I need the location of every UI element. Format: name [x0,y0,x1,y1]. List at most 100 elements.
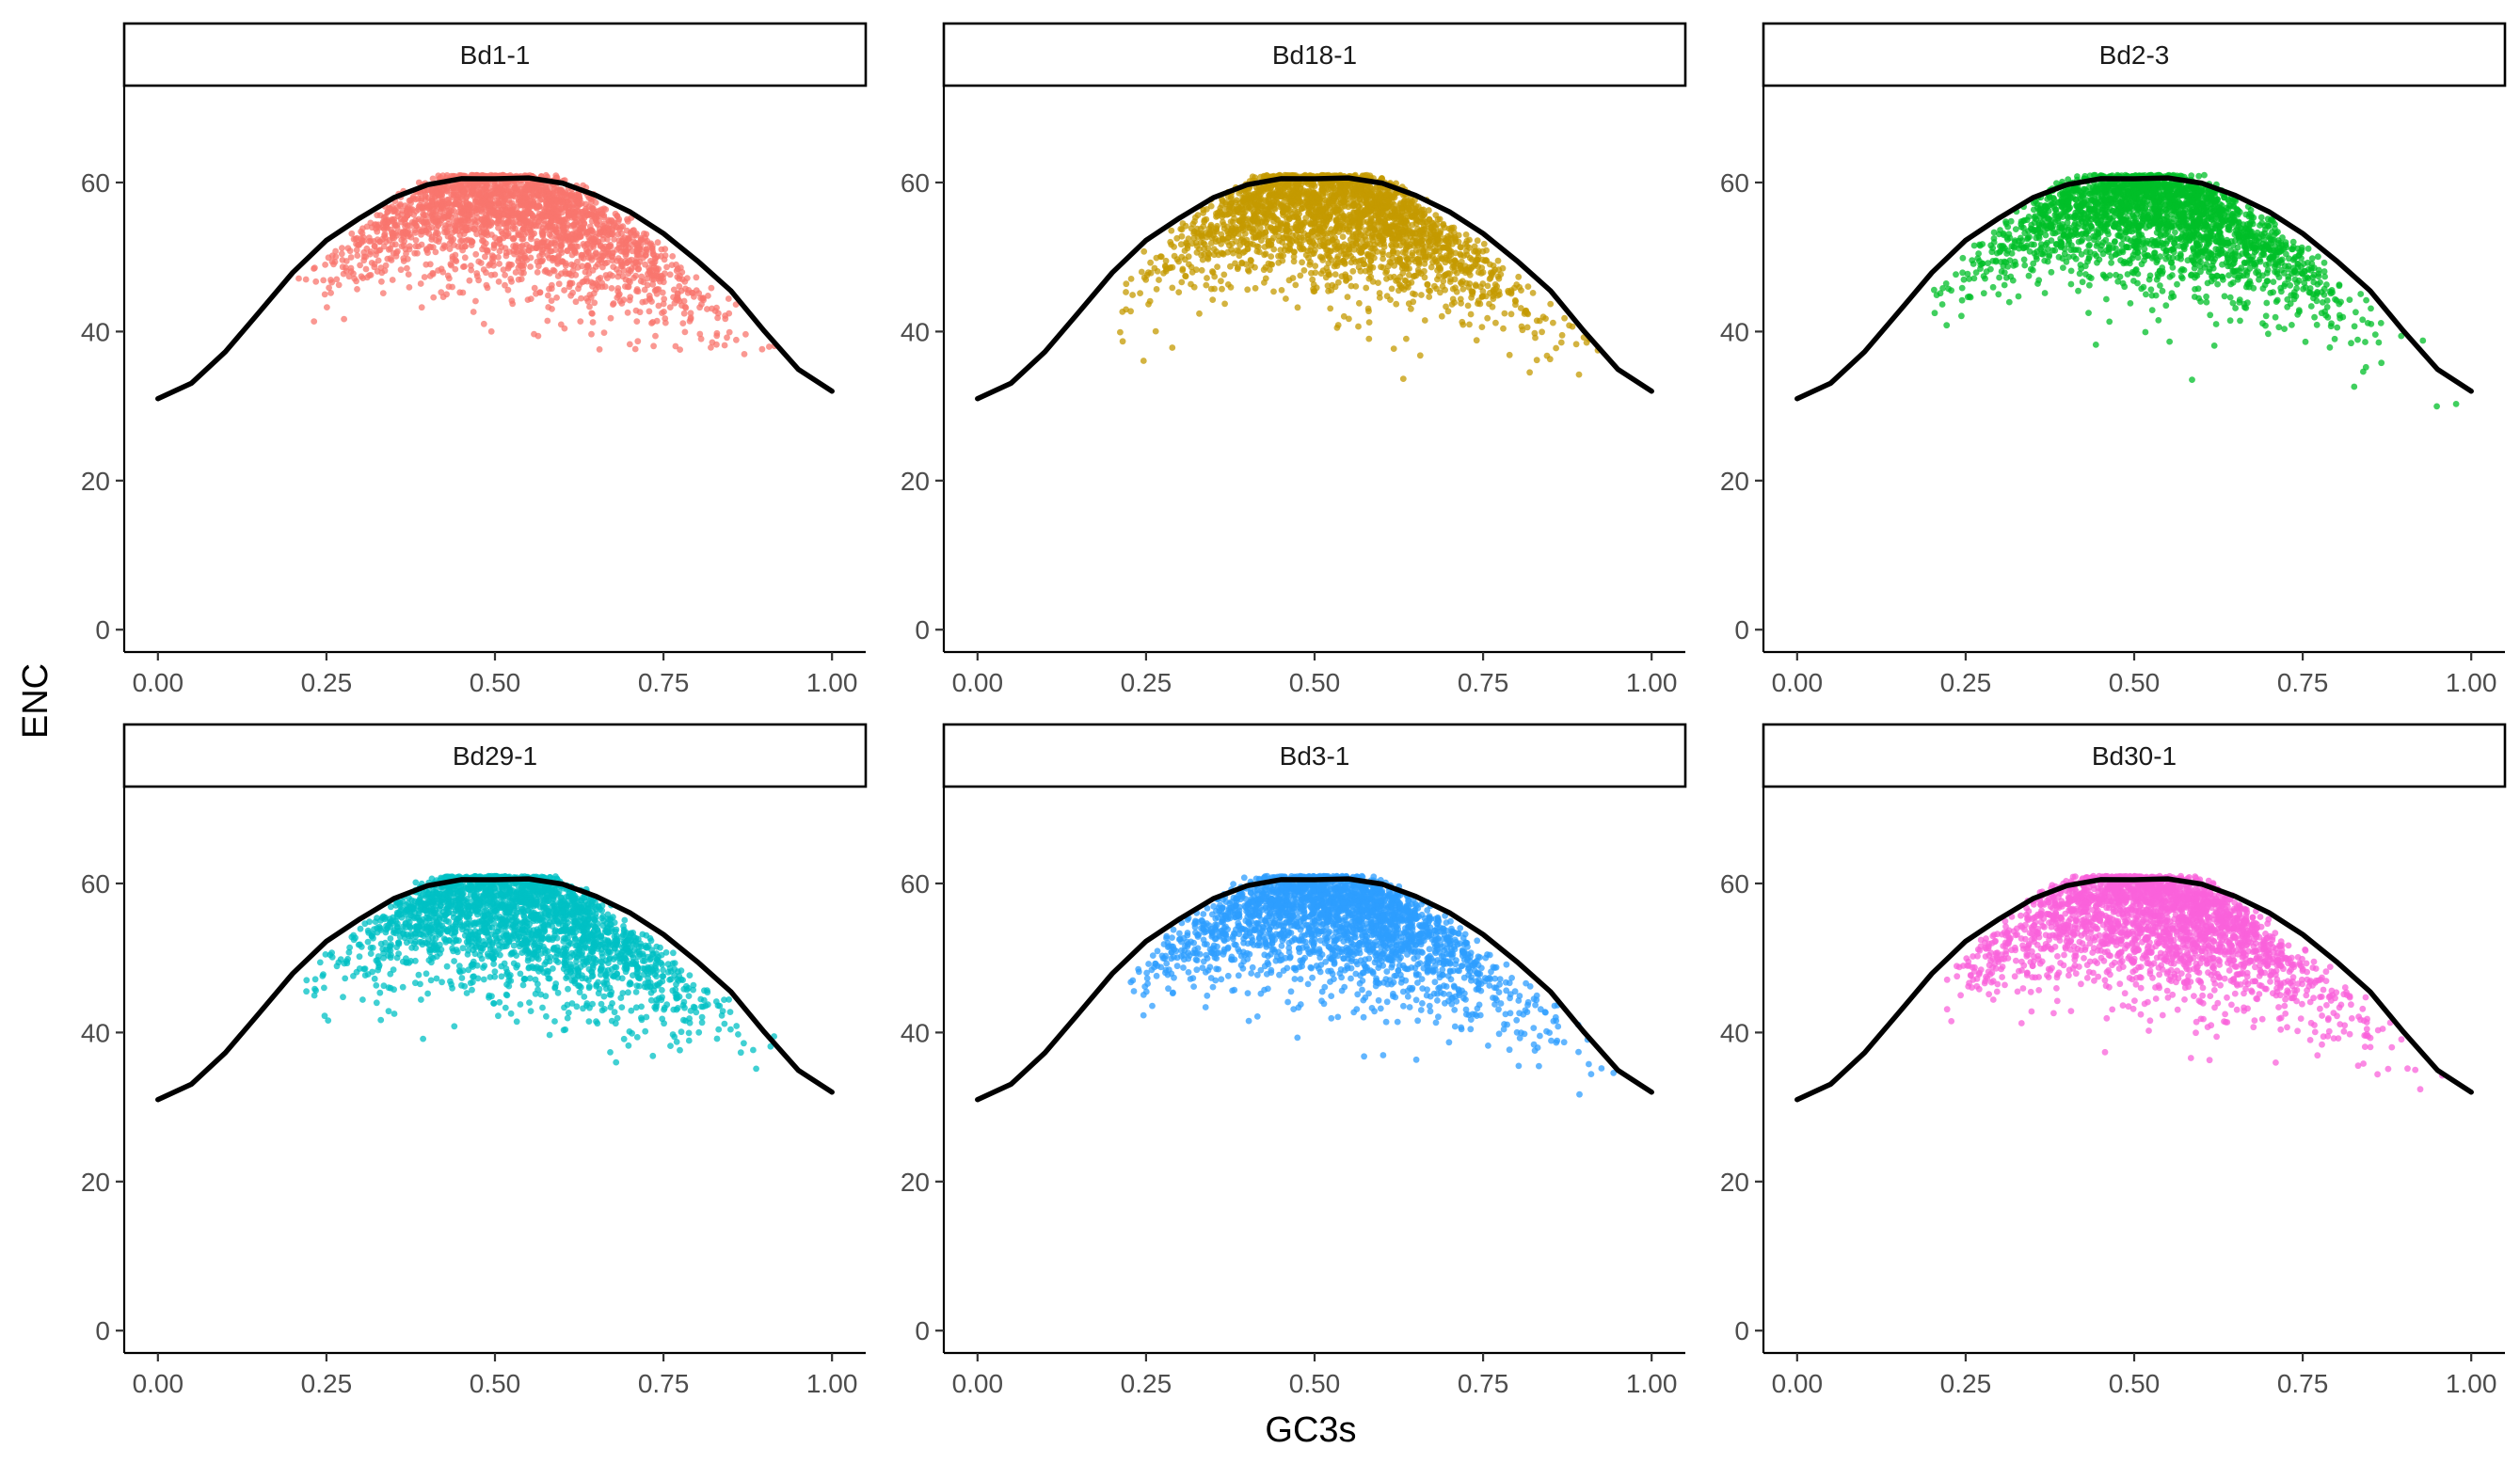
data-point [614,273,622,280]
data-point [1477,270,1485,277]
data-point [1442,237,1449,244]
data-point [596,346,603,353]
data-point [493,239,501,246]
data-point [475,277,482,284]
data-point [1404,198,1412,204]
data-point [1339,233,1347,241]
data-point [1193,243,1201,249]
data-point [500,266,507,273]
data-point [529,187,535,195]
data-point [412,208,420,215]
data-point [1239,194,1247,201]
data-point [649,319,657,326]
data-point [654,239,662,247]
data-point [509,300,517,308]
data-point [1138,268,1145,276]
data-point [1204,254,1211,262]
data-point [1500,325,1507,332]
data-point [472,250,480,258]
y-tick-label: 60 [901,168,930,198]
data-point [520,215,527,222]
data-point [486,196,494,202]
data-point [382,262,390,269]
data-point [631,345,639,353]
data-point [1252,174,1258,182]
data-point [629,247,636,255]
data-point [452,265,459,273]
data-point [725,295,732,302]
data-point [380,218,387,226]
data-point [1193,249,1201,256]
data-point [1192,214,1199,221]
data-point [693,274,700,281]
data-point [346,247,354,255]
data-point [1220,271,1228,278]
data-point [552,196,559,203]
data-point [546,190,553,198]
data-point [484,284,491,292]
data-point [1316,220,1322,228]
data-point [1547,300,1555,308]
data-point [1255,233,1262,241]
data-point [589,228,596,235]
data-point [574,258,581,265]
data-point [557,321,565,328]
data-point [412,237,420,244]
data-point [551,240,558,247]
data-point [1280,208,1286,215]
data-point [1289,275,1297,281]
x-tick-label: 0.75 [638,668,690,697]
data-point [1415,256,1423,263]
data-point [457,237,464,245]
data-point [697,335,705,342]
data-point [1404,255,1412,263]
data-point [592,210,599,217]
data-point [573,198,580,205]
data-point [1345,246,1352,253]
data-point [456,231,464,239]
data-point [1366,240,1374,247]
data-point [1550,319,1556,326]
data-point [1332,207,1339,215]
data-point [578,294,584,302]
data-point [1207,221,1215,229]
data-point [2214,280,2222,288]
data-point [464,236,471,244]
data-point [605,216,612,224]
data-point [1221,300,1228,308]
data-point [758,345,766,353]
data-point [604,235,611,243]
data-point [1474,237,1481,245]
data-point [507,276,515,282]
data-point [343,264,349,271]
data-point [1388,242,1395,248]
data-point [1393,300,1400,308]
data-point [1561,314,1568,322]
data-point [1446,248,1454,255]
data-point [1348,191,1356,199]
data-point [1269,234,1277,242]
data-point [704,306,710,312]
data-point [1457,244,1464,250]
data-point [588,330,595,338]
data-point [463,224,470,231]
data-point [1390,249,1396,257]
data-point [1421,317,1428,324]
data-point [1357,231,1364,238]
data-point [545,304,552,310]
data-point [1426,294,1433,300]
data-point [623,260,630,266]
data-point [468,266,475,274]
data-point [1442,224,1448,231]
data-point [480,320,487,327]
data-point [1322,221,1330,229]
data-point [327,290,334,296]
data-point [1536,317,1543,325]
data-point [398,236,406,244]
data-point [527,295,534,302]
data-point [407,243,413,250]
data-point [512,225,518,232]
data-point [614,285,622,292]
